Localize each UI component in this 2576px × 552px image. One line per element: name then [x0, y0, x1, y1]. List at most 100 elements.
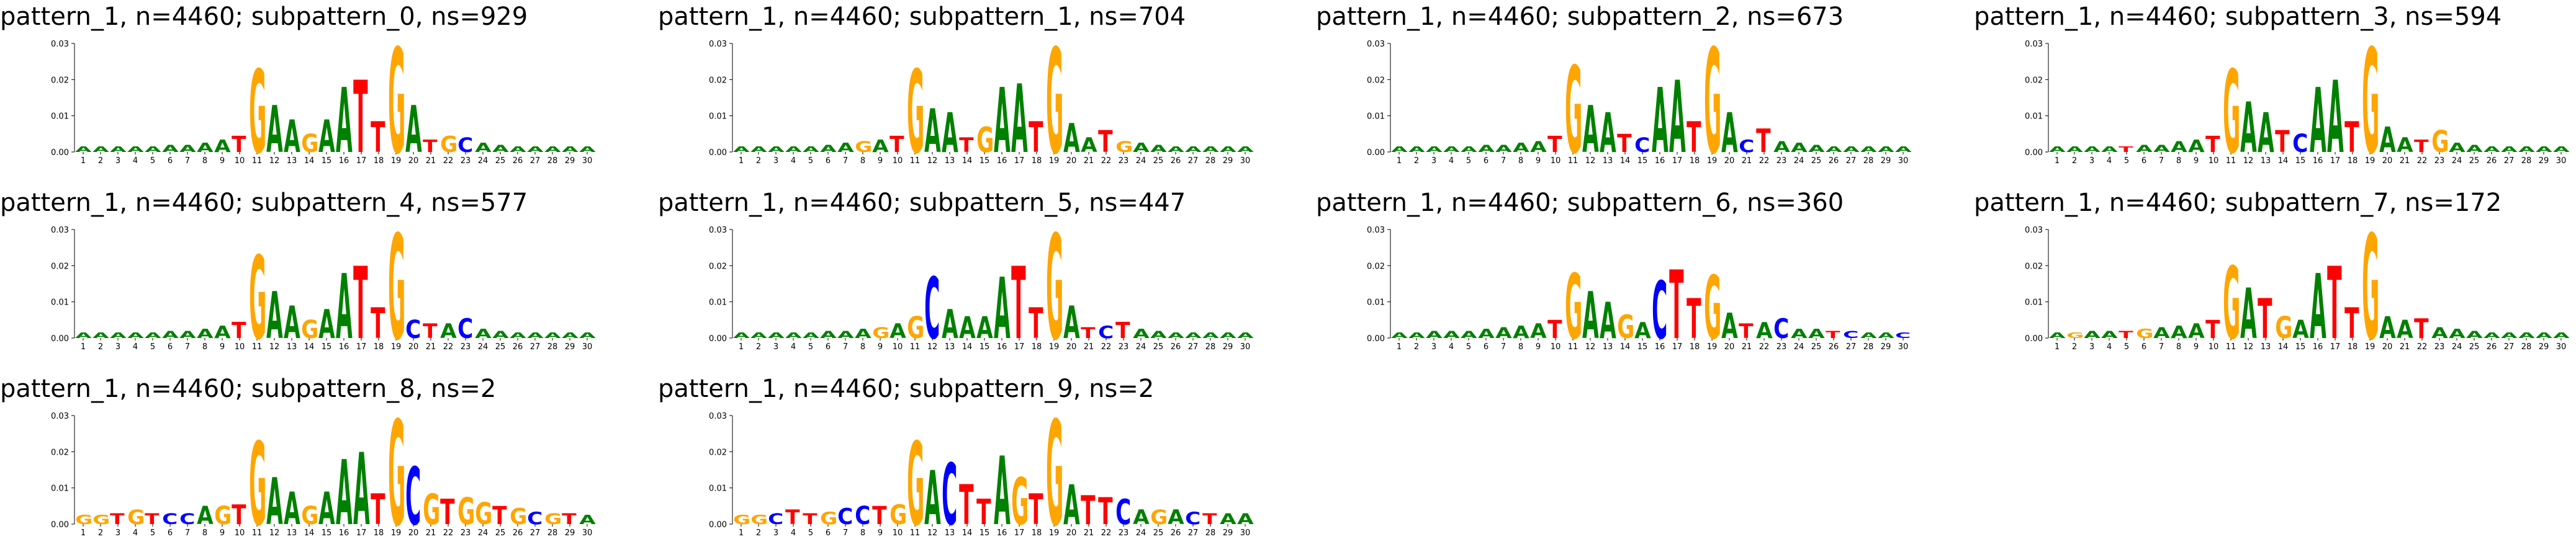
y-tick-label: 0.03 [1367, 40, 1385, 49]
logo-letter: A [994, 69, 1011, 174]
x-tick-label: 16 [997, 528, 1007, 538]
x-tick-label: 19 [1707, 342, 1718, 352]
y-tick-label: 0.00 [1367, 148, 1385, 158]
logo-letter: G [1617, 309, 1634, 346]
x-tick-label: 27 [1188, 342, 1199, 352]
x-tick-label: 7 [185, 528, 190, 538]
x-tick-label: 25 [2469, 156, 2480, 166]
x-tick-label: 17 [1672, 156, 1683, 166]
logo-letter: A [1721, 101, 1738, 165]
logo-letter: T [1029, 113, 1043, 162]
logo-letter: A [750, 145, 767, 154]
logo-letter: C [1634, 133, 1650, 157]
x-tick-label: 9 [220, 528, 225, 538]
y-tick-label: 0.00 [1367, 334, 1385, 344]
logo-panel-4: pattern_1, n=4460; subpattern_4, ns=577 0… [0, 186, 621, 373]
x-tick-label: 13 [287, 342, 297, 352]
logo-letter: A [579, 145, 596, 154]
logo-letter: C [1185, 509, 1200, 528]
logo-letter: A [2431, 324, 2448, 342]
logo-letter: A [492, 329, 509, 341]
logo-letter: T [423, 136, 438, 156]
logo-letter: T [440, 492, 455, 532]
logo-letter: A [1150, 329, 1167, 341]
logo-letter: C [1115, 492, 1131, 532]
x-tick-label: 30 [582, 528, 593, 538]
logo-letter: A [1063, 298, 1080, 349]
logo-letter: G [1150, 505, 1168, 529]
x-tick-label: 24 [1794, 342, 1804, 352]
logo-letter: A [1391, 331, 1408, 340]
x-tick-label: 17 [1014, 156, 1025, 166]
x-tick-label: 26 [1171, 342, 1181, 352]
logo-letter: A [1202, 145, 1219, 154]
x-tick-label: 4 [2107, 342, 2112, 352]
y-tick-label: 0.02 [51, 262, 69, 271]
logo-letter: T [371, 485, 385, 535]
logo-letter: G [423, 485, 440, 535]
logo-letter: G [1046, 19, 1063, 187]
x-tick-label: 26 [2487, 342, 2497, 352]
x-tick-label: 8 [1518, 156, 1523, 166]
logo-letter: A [2501, 331, 2518, 340]
logo-letter: A [1185, 145, 1202, 154]
logo-letter: A [1895, 145, 1912, 154]
logo-letter: G [889, 499, 907, 531]
logo-letter: A [2101, 145, 2118, 154]
x-tick-label: 20 [2382, 156, 2393, 166]
x-tick-label: 20 [408, 156, 419, 166]
logo-letter: A [2327, 61, 2344, 176]
logo-letter: A [976, 310, 993, 345]
x-tick-label: 29 [1881, 342, 1891, 352]
x-tick-label: 18 [1690, 342, 1700, 352]
x-tick-label: 17 [1014, 342, 1025, 352]
x-tick-label: 18 [1690, 156, 1700, 166]
logo-letter: T [889, 131, 904, 158]
logo-letter: A [2379, 310, 2396, 345]
logo-letter: T [353, 61, 367, 176]
logo-letter: A [2501, 145, 2518, 154]
logo-letter: A [2188, 319, 2205, 343]
logo-letter: A [1582, 93, 1599, 168]
y-tick-label: 0.01 [709, 298, 727, 308]
x-tick-label: 17 [2330, 156, 2341, 166]
x-tick-label: 16 [1655, 156, 1665, 166]
logo-letter: A [2449, 327, 2466, 341]
logo-letter: A [1011, 65, 1028, 174]
x-tick-label: 13 [945, 528, 955, 538]
panel-title: pattern_1, n=4460; subpattern_7, ns=172 [1974, 189, 2502, 217]
logo-letter: T [2258, 287, 2272, 351]
logo-letter: A [785, 145, 802, 154]
x-tick-label: 3 [115, 342, 120, 352]
logo-letter: T [803, 510, 817, 528]
x-tick-label: 1 [739, 528, 744, 538]
x-tick-label: 13 [945, 342, 955, 352]
x-tick-label: 28 [547, 342, 558, 352]
x-tick-label: 7 [843, 156, 848, 166]
y-tick-label: 0.01 [51, 484, 69, 494]
x-tick-label: 14 [1620, 156, 1631, 166]
logo-letter: A [110, 331, 127, 340]
x-tick-label: 12 [927, 156, 938, 166]
logo-letter: A [318, 112, 335, 163]
logo-letter: C [1652, 265, 1667, 358]
logo-letter: T [232, 131, 246, 158]
x-tick-label: 11 [2226, 342, 2236, 352]
x-tick-label: 18 [374, 156, 384, 166]
x-tick-label: 19 [391, 528, 402, 538]
x-tick-label: 3 [1431, 342, 1436, 352]
logo-letter: A [527, 145, 544, 154]
x-tick-label: 24 [1794, 156, 1804, 166]
x-tick-label: 6 [1484, 342, 1488, 352]
x-tick-label: 27 [2504, 342, 2515, 352]
x-tick-label: 22 [2417, 156, 2428, 166]
x-tick-label: 15 [322, 342, 332, 352]
panel-title: pattern_1, n=4460; subpattern_5, ns=447 [658, 189, 1186, 217]
logo-letter: G [92, 513, 110, 527]
logo-letter: G [2431, 124, 2449, 159]
x-tick-label: 20 [1066, 156, 1077, 166]
logo-letter: A [2049, 331, 2066, 340]
x-tick-label: 4 [791, 528, 796, 538]
x-tick-label: 13 [287, 528, 297, 538]
x-tick-label: 2 [2072, 156, 2077, 166]
